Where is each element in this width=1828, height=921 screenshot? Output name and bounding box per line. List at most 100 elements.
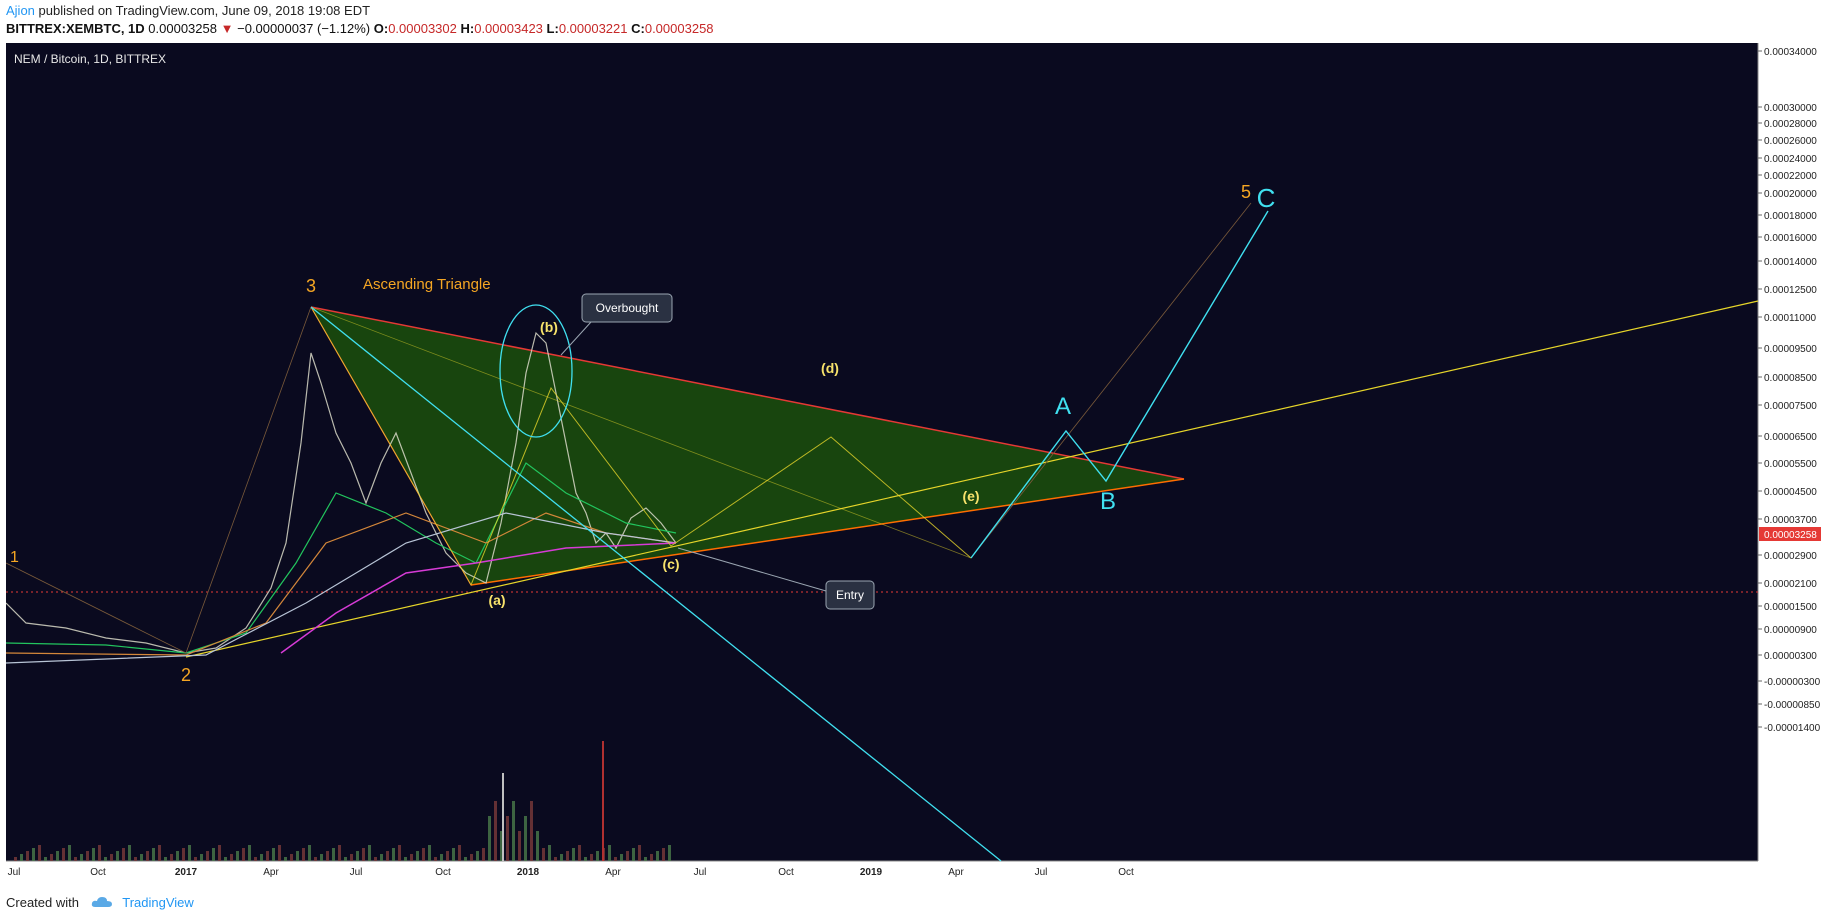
volume-bar: [236, 851, 239, 861]
price-chart[interactable]: NEM / Bitcoin, 1D, BITTREX 0.00034000 0.00…: [6, 43, 1822, 881]
y-tick-label: 0.00005500: [1764, 459, 1817, 470]
low-label: L:: [546, 21, 559, 36]
overbought-callout-text: Overbought: [596, 301, 659, 315]
volume-bar: [122, 848, 125, 861]
y-tick-label: 0.00014000: [1764, 257, 1817, 268]
volume-bar: [206, 851, 209, 861]
x-tick-label: Jul: [8, 867, 21, 878]
x-tick-label: Jul: [350, 867, 363, 878]
volume-spike-bar: [602, 741, 604, 861]
volume-bar: [134, 857, 137, 861]
volume-bar: [452, 848, 455, 861]
volume-bar: [650, 854, 653, 861]
wave-label-3: 3: [306, 276, 316, 296]
volume-bar: [254, 857, 257, 861]
y-tick-label: 0.00016000: [1764, 233, 1817, 244]
volume-bar: [656, 851, 659, 861]
wave-5-line: [970, 202, 1252, 559]
chart-title: NEM / Bitcoin, 1D, BITTREX: [14, 52, 166, 66]
volume-bar: [146, 851, 149, 861]
volume-bar: [368, 845, 371, 861]
volume-bar: [326, 851, 329, 861]
volume-bar: [200, 854, 203, 861]
volume-bar: [302, 848, 305, 861]
y-tick-label: 0.00000300: [1764, 651, 1817, 662]
y-tick-label: 0.00030000: [1764, 103, 1817, 114]
close-value: 0.00003258: [644, 21, 714, 36]
volume-bar: [140, 854, 143, 861]
price-axis-background: [1758, 43, 1822, 861]
volume-bar: [32, 848, 35, 861]
entry-callout[interactable]: [825, 580, 875, 610]
volume-bar: [104, 857, 107, 861]
x-tick-label: Oct: [90, 867, 106, 878]
y-tick-label: -0.00000850: [1764, 700, 1821, 711]
ma-magenta: [280, 542, 677, 654]
y-tick-label: 0.00003700: [1764, 515, 1817, 526]
ma-orange: [6, 512, 677, 656]
resistance-line: [310, 306, 1185, 480]
volume-bar: [410, 854, 413, 861]
volume-bar: [224, 857, 227, 861]
y-tick-label: 0.00002100: [1764, 579, 1817, 590]
volume-bar: [428, 845, 431, 861]
volume-bar: [626, 851, 629, 861]
volume-bar: [62, 848, 65, 861]
volume-bar: [266, 851, 269, 861]
overbought-callout[interactable]: [581, 293, 673, 323]
volume-bar: [176, 851, 179, 861]
volume-bar: [608, 845, 611, 861]
wave-1-2-line: [6, 562, 187, 654]
volume-bar: [662, 848, 665, 861]
y-tick-label: 0.00009500: [1764, 344, 1817, 355]
support-line: [470, 478, 1185, 586]
volume-bar: [500, 831, 503, 861]
symbol-quote-line: BITTREX:XEMBTC, 1D 0.00003258 ▼ −0.00000…: [6, 21, 714, 36]
ma-lightblue: [6, 512, 677, 664]
footer: Created with TradingView: [6, 895, 194, 911]
chart-area[interactable]: NEM / Bitcoin, 1D, BITTREX 0.00034000 0.00…: [6, 43, 1822, 881]
wave-label-5: 5: [1241, 182, 1251, 202]
volume-bar: [518, 831, 521, 861]
volume-bar: [392, 848, 395, 861]
open-value: 0.00003302: [388, 21, 457, 36]
volume-bar: [98, 845, 101, 861]
volume-bar: [86, 851, 89, 861]
x-tick-label: Apr: [263, 867, 279, 878]
y-tick-label: 0.00008500: [1764, 373, 1817, 384]
volume-bar: [308, 845, 311, 861]
volume-bar: [560, 854, 563, 861]
volume-bar: [164, 857, 167, 861]
volume-bar: [470, 854, 473, 861]
publisher-name[interactable]: Ajion: [6, 3, 35, 18]
volume-bar: [14, 857, 17, 861]
y-tick-label: -0.00000300: [1764, 677, 1821, 688]
tradingview-logo-icon[interactable]: [91, 896, 113, 911]
volume-bar: [506, 816, 509, 861]
projection-label-a: A: [1055, 393, 1071, 420]
y-tick-label: 0.00028000: [1764, 119, 1817, 130]
volume-bar: [668, 845, 671, 861]
volume-bar: [638, 845, 641, 861]
x-tick-label: 2018: [517, 867, 540, 878]
volume-bar: [632, 848, 635, 861]
x-tick-label: Jul: [694, 867, 707, 878]
volume-bar: [320, 854, 323, 861]
low-value: 0.00003221: [558, 21, 628, 36]
y-tick-label: 0.00022000: [1764, 171, 1817, 182]
tradingview-link[interactable]: TradingView: [122, 895, 194, 910]
volume-bar: [56, 851, 59, 861]
volume-bar: [350, 854, 353, 861]
volume-bar: [284, 857, 287, 861]
volume-bar: [230, 854, 233, 861]
volume-bar: [218, 845, 221, 861]
volume-bar: [50, 854, 53, 861]
volume-bar: [596, 851, 599, 861]
y-tick-label: 0.00011000: [1764, 313, 1817, 324]
volume-bar: [620, 854, 623, 861]
volume-bar: [248, 845, 251, 861]
volume-bar: [512, 801, 515, 861]
entry-callout-text: Entry: [836, 588, 864, 602]
wave-2-3-line: [185, 306, 312, 654]
x-tick-label: Oct: [778, 867, 794, 878]
